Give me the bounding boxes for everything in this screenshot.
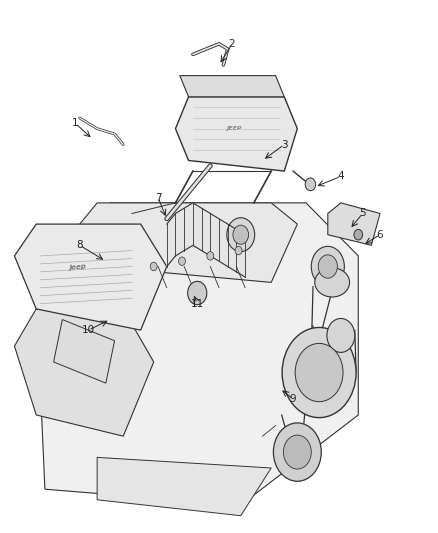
Text: 8: 8 bbox=[76, 240, 83, 251]
Text: 3: 3 bbox=[281, 140, 288, 150]
Circle shape bbox=[273, 423, 321, 481]
Circle shape bbox=[235, 246, 242, 255]
Text: 6: 6 bbox=[377, 230, 383, 240]
Text: 7: 7 bbox=[155, 192, 161, 203]
Polygon shape bbox=[176, 97, 297, 171]
Circle shape bbox=[295, 343, 343, 402]
Text: JEEP: JEEP bbox=[226, 126, 242, 131]
Circle shape bbox=[227, 217, 254, 252]
Circle shape bbox=[187, 281, 207, 305]
Text: 10: 10 bbox=[82, 325, 95, 335]
Circle shape bbox=[311, 246, 344, 287]
Circle shape bbox=[354, 229, 363, 240]
Text: 5: 5 bbox=[359, 208, 366, 219]
Circle shape bbox=[283, 435, 311, 469]
Polygon shape bbox=[328, 203, 380, 245]
Circle shape bbox=[179, 257, 185, 265]
Text: 1: 1 bbox=[72, 118, 79, 128]
Polygon shape bbox=[14, 309, 154, 436]
Polygon shape bbox=[97, 457, 271, 516]
Circle shape bbox=[327, 318, 355, 352]
Circle shape bbox=[233, 225, 249, 244]
Circle shape bbox=[150, 262, 157, 271]
Circle shape bbox=[282, 327, 356, 418]
Polygon shape bbox=[71, 203, 297, 282]
Text: Jeep: Jeep bbox=[69, 264, 86, 271]
Ellipse shape bbox=[315, 268, 350, 297]
Text: 9: 9 bbox=[290, 394, 296, 404]
Text: 11: 11 bbox=[191, 298, 204, 309]
Circle shape bbox=[318, 255, 337, 278]
Circle shape bbox=[207, 252, 214, 260]
Polygon shape bbox=[180, 76, 284, 97]
Circle shape bbox=[305, 178, 316, 191]
Polygon shape bbox=[36, 203, 358, 505]
Polygon shape bbox=[53, 319, 115, 383]
Text: 4: 4 bbox=[338, 172, 344, 181]
Text: 2: 2 bbox=[229, 39, 235, 49]
Polygon shape bbox=[14, 224, 167, 330]
